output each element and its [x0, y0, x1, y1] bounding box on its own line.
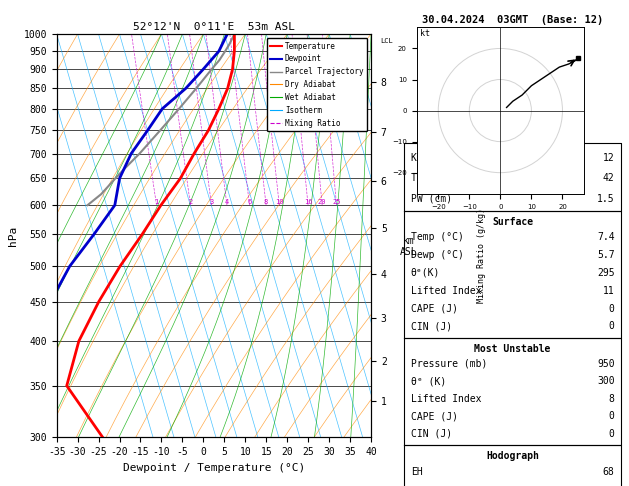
Text: CAPE (J): CAPE (J) [411, 411, 458, 421]
Text: Lifted Index: Lifted Index [411, 394, 481, 403]
Text: 20: 20 [318, 199, 326, 205]
Text: Mixing Ratio (g/kg): Mixing Ratio (g/kg) [477, 208, 486, 303]
Text: CAPE (J): CAPE (J) [411, 304, 458, 313]
Text: Hodograph: Hodograph [486, 451, 539, 461]
Text: 3: 3 [209, 199, 214, 205]
Text: Dewp (°C): Dewp (°C) [411, 250, 464, 260]
Y-axis label: km
ASL: km ASL [400, 236, 418, 257]
Text: kt: kt [420, 29, 430, 38]
Text: EH: EH [411, 467, 423, 477]
Text: 950: 950 [597, 359, 615, 368]
Text: Pressure (mb): Pressure (mb) [411, 359, 487, 368]
Text: θᵉ(K): θᵉ(K) [411, 268, 440, 278]
Text: 6: 6 [247, 199, 252, 205]
Text: 12: 12 [603, 153, 615, 162]
Text: 68: 68 [603, 467, 615, 477]
Y-axis label: hPa: hPa [8, 226, 18, 246]
Text: Lifted Index: Lifted Index [411, 286, 481, 296]
X-axis label: Dewpoint / Temperature (°C): Dewpoint / Temperature (°C) [123, 463, 305, 473]
Text: 0: 0 [609, 429, 615, 438]
Text: 4: 4 [225, 199, 229, 205]
Text: 0: 0 [609, 304, 615, 313]
Text: LCL: LCL [381, 38, 393, 44]
Legend: Temperature, Dewpoint, Parcel Trajectory, Dry Adiabat, Wet Adiabat, Isotherm, Mi: Temperature, Dewpoint, Parcel Trajectory… [267, 38, 367, 131]
Text: 8: 8 [609, 394, 615, 403]
Text: CIN (J): CIN (J) [411, 429, 452, 438]
Text: K: K [411, 153, 416, 162]
Text: Surface: Surface [492, 217, 533, 227]
Text: 1: 1 [154, 199, 159, 205]
Text: 300: 300 [597, 376, 615, 386]
Text: 10: 10 [275, 199, 284, 205]
Text: 11: 11 [603, 286, 615, 296]
Title: 52°12'N  0°11'E  53m ASL: 52°12'N 0°11'E 53m ASL [133, 22, 295, 32]
Text: 5.7: 5.7 [597, 250, 615, 260]
Text: Totals Totals: Totals Totals [411, 173, 487, 183]
Text: 1.5: 1.5 [597, 194, 615, 204]
Text: Most Unstable: Most Unstable [474, 344, 551, 354]
Text: 42: 42 [603, 173, 615, 183]
Text: 2: 2 [188, 199, 192, 205]
Text: 295: 295 [597, 268, 615, 278]
Text: 0: 0 [609, 321, 615, 331]
Text: 16: 16 [304, 199, 313, 205]
Text: 25: 25 [332, 199, 341, 205]
Text: CIN (J): CIN (J) [411, 321, 452, 331]
Text: 8: 8 [264, 199, 268, 205]
Text: 0: 0 [609, 411, 615, 421]
Text: Temp (°C): Temp (°C) [411, 232, 464, 243]
Text: 30.04.2024  03GMT  (Base: 12): 30.04.2024 03GMT (Base: 12) [422, 15, 603, 25]
Text: θᵉ (K): θᵉ (K) [411, 376, 446, 386]
Text: PW (cm): PW (cm) [411, 194, 452, 204]
Text: 7.4: 7.4 [597, 232, 615, 243]
